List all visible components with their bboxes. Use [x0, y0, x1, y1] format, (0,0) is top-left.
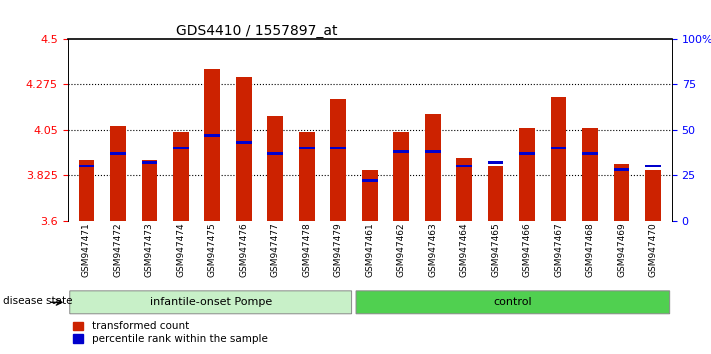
- Bar: [78, 160, 95, 221]
- Bar: [110, 152, 126, 155]
- Bar: [205, 69, 220, 221]
- Text: GSM947475: GSM947475: [208, 223, 217, 278]
- Bar: [173, 147, 188, 149]
- Text: GSM947464: GSM947464: [459, 223, 469, 277]
- Bar: [267, 152, 283, 155]
- Text: GSM947463: GSM947463: [428, 223, 437, 278]
- Text: GSM947465: GSM947465: [491, 223, 500, 278]
- Bar: [551, 147, 567, 149]
- Bar: [362, 170, 378, 221]
- Bar: [331, 147, 346, 149]
- Text: GSM947473: GSM947473: [145, 223, 154, 278]
- Bar: [267, 116, 283, 221]
- Text: GSM947477: GSM947477: [271, 223, 280, 278]
- Text: infantile-onset Pompe: infantile-onset Pompe: [149, 297, 272, 307]
- Bar: [614, 169, 629, 171]
- Text: GSM947478: GSM947478: [302, 223, 311, 278]
- Bar: [110, 126, 126, 221]
- FancyBboxPatch shape: [356, 291, 670, 314]
- Bar: [78, 165, 95, 167]
- Bar: [582, 128, 598, 221]
- Bar: [614, 164, 629, 221]
- Bar: [488, 166, 503, 221]
- Bar: [299, 147, 315, 149]
- Bar: [645, 170, 661, 221]
- FancyBboxPatch shape: [70, 291, 351, 314]
- Text: GSM947462: GSM947462: [397, 223, 406, 277]
- Bar: [488, 161, 503, 164]
- Bar: [141, 160, 157, 221]
- Bar: [173, 132, 188, 221]
- Text: control: control: [493, 297, 532, 307]
- Text: GSM947461: GSM947461: [365, 223, 374, 278]
- Bar: [141, 161, 157, 164]
- Bar: [236, 141, 252, 144]
- Bar: [205, 134, 220, 137]
- Text: disease state: disease state: [4, 296, 73, 306]
- Text: GSM947476: GSM947476: [240, 223, 248, 278]
- Text: GSM947467: GSM947467: [554, 223, 563, 278]
- Bar: [299, 132, 315, 221]
- Bar: [424, 114, 441, 221]
- Text: GSM947471: GSM947471: [82, 223, 91, 278]
- Bar: [456, 165, 472, 167]
- Bar: [331, 99, 346, 221]
- Text: GSM947469: GSM947469: [617, 223, 626, 278]
- Bar: [551, 97, 567, 221]
- Bar: [393, 132, 409, 221]
- Text: GSM947474: GSM947474: [176, 223, 186, 277]
- Text: GDS4410 / 1557897_at: GDS4410 / 1557897_at: [176, 24, 338, 38]
- Bar: [519, 128, 535, 221]
- Bar: [362, 179, 378, 182]
- Bar: [236, 77, 252, 221]
- Text: GSM947466: GSM947466: [523, 223, 532, 278]
- Bar: [645, 165, 661, 167]
- Bar: [582, 152, 598, 155]
- Bar: [393, 150, 409, 153]
- Legend: transformed count, percentile rank within the sample: transformed count, percentile rank withi…: [73, 321, 267, 344]
- Text: GSM947479: GSM947479: [333, 223, 343, 278]
- Bar: [456, 158, 472, 221]
- Text: GSM947470: GSM947470: [648, 223, 658, 278]
- Bar: [424, 150, 441, 153]
- Text: GSM947468: GSM947468: [586, 223, 594, 278]
- Text: GSM947472: GSM947472: [114, 223, 122, 277]
- Bar: [519, 152, 535, 155]
